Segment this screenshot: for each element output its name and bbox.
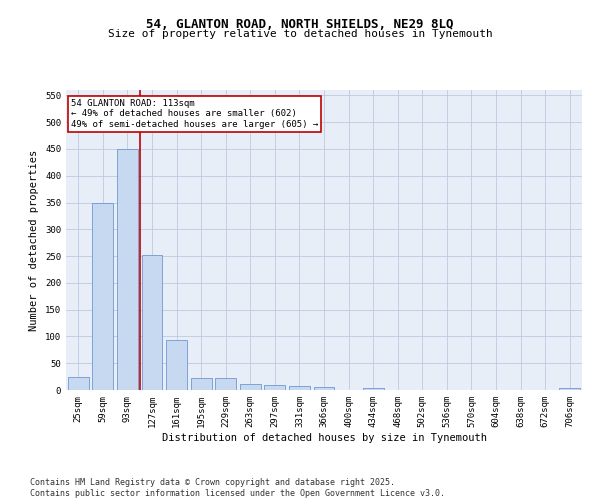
Bar <box>265 384 286 390</box>
Text: 54, GLANTON ROAD, NORTH SHIELDS, NE29 8LQ: 54, GLANTON ROAD, NORTH SHIELDS, NE29 8L… <box>146 18 454 30</box>
Text: Contains HM Land Registry data © Crown copyright and database right 2025.
Contai: Contains HM Land Registry data © Crown c… <box>30 478 445 498</box>
Bar <box>142 255 163 390</box>
Bar <box>92 202 113 390</box>
Bar <box>559 388 580 390</box>
Bar <box>362 388 383 390</box>
Bar <box>314 388 334 390</box>
Bar <box>117 149 138 390</box>
Bar <box>240 384 261 390</box>
Bar <box>191 378 212 390</box>
Y-axis label: Number of detached properties: Number of detached properties <box>29 150 40 330</box>
Bar <box>215 378 236 390</box>
Bar <box>68 376 89 390</box>
Bar <box>289 386 310 390</box>
Text: Size of property relative to detached houses in Tynemouth: Size of property relative to detached ho… <box>107 29 493 39</box>
Bar <box>166 340 187 390</box>
X-axis label: Distribution of detached houses by size in Tynemouth: Distribution of detached houses by size … <box>161 432 487 442</box>
Text: 54 GLANTON ROAD: 113sqm
← 49% of detached houses are smaller (602)
49% of semi-d: 54 GLANTON ROAD: 113sqm ← 49% of detache… <box>71 99 319 129</box>
